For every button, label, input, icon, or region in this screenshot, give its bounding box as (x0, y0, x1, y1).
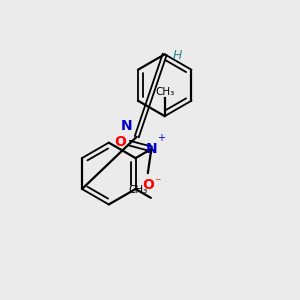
Text: N: N (146, 142, 157, 156)
Text: CH₃: CH₃ (155, 87, 174, 97)
Text: N: N (121, 119, 132, 133)
Text: H: H (173, 49, 182, 62)
Text: +: + (157, 134, 165, 143)
Text: O: O (114, 135, 126, 149)
Text: O: O (142, 178, 154, 192)
Text: ⁻: ⁻ (154, 177, 161, 190)
Text: CH₃: CH₃ (128, 185, 147, 196)
